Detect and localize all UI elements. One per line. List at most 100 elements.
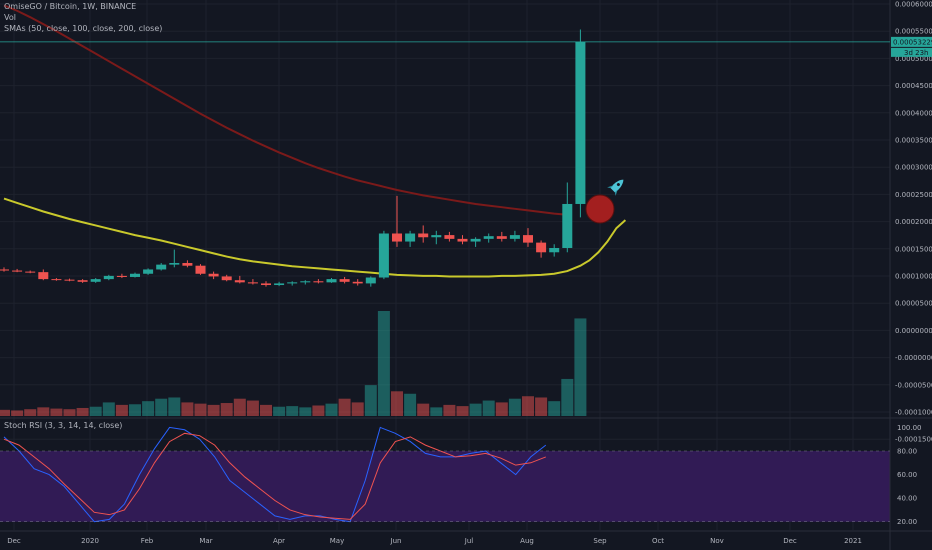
volume-bars	[0, 311, 587, 416]
volume-bar	[24, 409, 37, 416]
time-tick-label: Mar	[199, 537, 212, 545]
candle-body	[64, 279, 75, 281]
price-tick-label: 0.0003500	[895, 137, 932, 145]
volume-bar	[548, 401, 561, 416]
candle-body	[287, 282, 298, 284]
stoch-tick-label: 60.00	[897, 471, 917, 479]
volume-bar	[469, 403, 482, 416]
time-tick-label: Nov	[710, 537, 724, 545]
time-tick-label: Jul	[464, 537, 474, 545]
candle-body	[575, 41, 586, 204]
volume-bar	[273, 406, 286, 416]
volume-bar	[430, 407, 443, 416]
candle-body	[523, 235, 533, 243]
price-tick-label: 0.0005000	[895, 55, 932, 63]
time-tick-label: Dec	[783, 537, 797, 545]
volume-bar	[102, 402, 115, 416]
legend-sma: SMAs (50, close, 100, close, 200, close)	[4, 24, 163, 33]
volume-bar	[286, 406, 299, 416]
stoch-tick-label: 20.00	[897, 518, 917, 526]
red-circle-icon	[585, 194, 615, 224]
volume-bar	[194, 403, 207, 416]
candle-body	[195, 265, 206, 274]
candle-body	[392, 233, 402, 242]
sma-lines	[3, 4, 627, 278]
candle-body	[509, 235, 520, 239]
volume-bar	[246, 400, 259, 416]
time-tick-label: Sep	[593, 537, 607, 545]
volume-bar	[443, 404, 456, 416]
rocket-body	[610, 179, 624, 193]
candle-body	[365, 277, 376, 284]
price-tick-label: 0.0003000	[895, 164, 932, 172]
price-badge-label: 0.00053229	[893, 38, 932, 46]
candle-body	[352, 281, 363, 284]
time-tick-label: Jun	[390, 537, 402, 545]
volume-bar	[115, 404, 128, 416]
price-tick-label: 0.0000000	[895, 327, 932, 335]
volume-bar	[142, 401, 155, 416]
legend-main: OmiseGO / Bitcoin, 1W, BINANCE	[4, 2, 137, 11]
volume-bar	[338, 398, 351, 416]
candle-body	[405, 233, 416, 242]
volume-bar	[561, 378, 574, 416]
candle-body	[431, 235, 442, 238]
candle-body	[234, 280, 245, 283]
legend-stoch: Stoch RSI (3, 3, 14, 14, close)	[4, 421, 123, 430]
time-tick-label: 2021	[844, 537, 862, 545]
volume-bar	[168, 397, 181, 416]
sma-100-line	[3, 197, 627, 278]
volume-bar	[207, 404, 220, 416]
volume-bar	[50, 408, 63, 416]
candle-body	[549, 247, 560, 253]
time-tick-label: Apr	[273, 537, 285, 545]
volume-bar	[129, 404, 141, 416]
rocket-window	[616, 183, 620, 187]
volume-bar	[299, 407, 312, 416]
candle-body	[300, 281, 311, 283]
volume-bar	[417, 403, 430, 416]
price-badge	[891, 36, 932, 47]
price-tick-label: -0.0001000	[895, 409, 932, 417]
candle-body	[77, 280, 88, 282]
time-tick-label: Oct	[652, 537, 664, 545]
volume-bar	[508, 398, 521, 416]
time-tick-label: Feb	[141, 537, 154, 545]
candle-body	[444, 235, 455, 239]
volume-bar	[522, 396, 534, 416]
time-tick-label: Aug	[520, 537, 534, 545]
volume-bar	[220, 403, 233, 416]
candle-body	[156, 264, 167, 270]
candle-body	[25, 271, 36, 273]
volume-bar	[351, 402, 364, 416]
candle-body	[51, 279, 62, 281]
candle-body	[496, 236, 507, 239]
candle-body	[261, 283, 271, 286]
volume-bar	[482, 400, 495, 416]
candles	[0, 29, 586, 287]
stoch-rsi-lines	[3, 426, 547, 523]
candle-body	[221, 276, 232, 281]
volume-bar	[325, 403, 338, 416]
candle-body	[38, 272, 49, 280]
candle-body	[130, 273, 140, 277]
volume-bar	[89, 406, 102, 416]
candle-body	[562, 203, 573, 248]
volume-bar	[11, 410, 24, 416]
volume-bar	[377, 311, 390, 416]
grid-lines	[0, 0, 890, 530]
countdown-badge-label: 3d 23h	[904, 49, 928, 57]
sma-200-line	[3, 4, 568, 216]
volume-bar	[312, 405, 325, 416]
candle-body	[339, 279, 350, 282]
legend-vol: Vol	[4, 13, 16, 22]
price-tick-label: 0.0002000	[895, 218, 932, 226]
candle-body	[313, 281, 324, 283]
volume-bar	[181, 402, 194, 416]
